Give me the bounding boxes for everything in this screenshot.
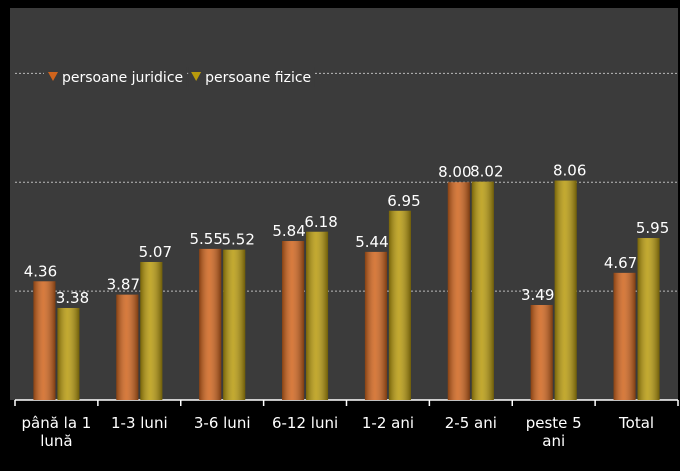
data-label: 4.36	[24, 262, 57, 280]
legend-bg	[45, 67, 187, 87]
data-label: 5.44	[355, 233, 388, 251]
legend: persoane juridice persoane fizice	[44, 67, 315, 87]
bar-shade	[199, 248, 222, 400]
x-tick-label: Total	[619, 414, 655, 432]
data-label: 6.18	[304, 213, 337, 231]
bar-shade	[613, 272, 636, 400]
bar-shade	[637, 238, 660, 400]
x-tick-label: 2-5 ani	[444, 414, 497, 432]
data-label: 3.87	[107, 276, 140, 294]
bar-shade	[223, 249, 246, 400]
bar-shade	[57, 307, 80, 400]
bar-shade	[530, 304, 553, 400]
legend-bg	[44, 67, 54, 87]
data-label: 6.95	[387, 192, 420, 210]
legend-label: persoane juridice	[62, 70, 183, 86]
data-label: 5.55	[189, 230, 222, 248]
bar-shade	[554, 180, 577, 400]
data-label: 4.67	[604, 254, 637, 272]
data-label: 3.38	[56, 289, 89, 307]
bar-shade	[282, 241, 305, 400]
x-tick-label: peste 5 ani	[525, 414, 582, 450]
x-tick-label: 6-12 luni	[271, 414, 339, 432]
bar-shade	[388, 210, 411, 400]
bar-shade	[33, 281, 56, 400]
bar-shade	[116, 294, 139, 400]
x-tick-label: 1-3 luni	[111, 414, 168, 432]
data-label: 3.49	[521, 286, 554, 304]
data-label: 8.00	[438, 163, 471, 181]
bar-shade	[140, 261, 163, 400]
bar-shade	[364, 251, 387, 400]
x-tick-label: până la 1 lună	[21, 414, 92, 450]
data-label: 8.02	[470, 163, 503, 181]
data-label: 5.95	[636, 219, 669, 237]
bar-shade	[447, 182, 470, 400]
x-tick-label: 1-2 ani	[361, 414, 414, 432]
plot-area	[10, 8, 678, 400]
x-tick-label: 3-6 luni	[193, 414, 251, 432]
legend-marker	[48, 72, 58, 81]
data-label: 8.06	[553, 162, 586, 180]
data-label: 5.84	[272, 222, 305, 240]
bar-shade	[306, 231, 329, 400]
bar-shade	[471, 181, 494, 400]
legend-marker	[191, 72, 202, 81]
legend-bg	[188, 67, 315, 87]
legend-label: persoane fizice	[205, 70, 311, 86]
data-label: 5.52	[221, 231, 254, 249]
data-label: 5.07	[139, 243, 172, 261]
